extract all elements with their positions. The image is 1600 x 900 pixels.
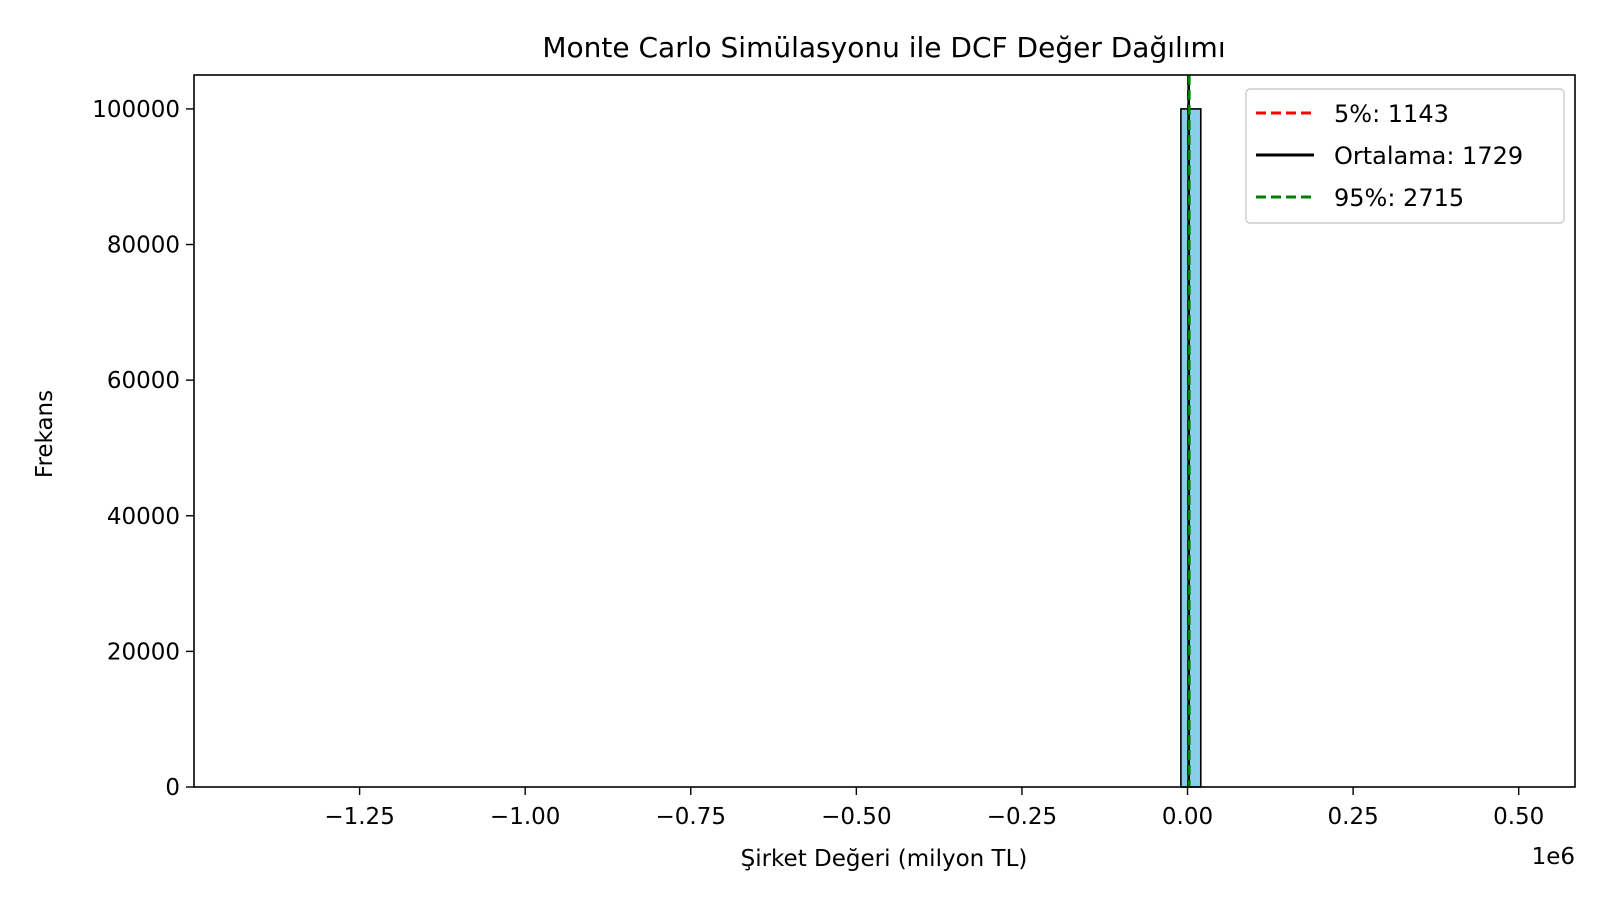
y-axis-label: Frekans [32,390,58,478]
x-tick-label-2: −0.75 [656,804,726,830]
y-tick-label-2: 40000 [107,504,180,530]
legend: 5%: 1143 Ortalama: 1729 95%: 2715 [1246,89,1564,223]
x-axis-label: Şirket Değeri (milyon TL) [741,846,1028,872]
histogram-bar-0 [1181,109,1201,787]
x-tick-label-5: 0.00 [1162,804,1213,830]
chart-title: Monte Carlo Simülasyonu ile DCF Değer Da… [542,31,1225,64]
y-tick-label-0: 0 [165,775,180,801]
x-tick-label-4: −0.25 [987,804,1057,830]
legend-label-2: 95%: 2715 [1334,184,1464,212]
x-tick-label-0: −1.25 [324,804,394,830]
x-tick-label-3: −0.50 [821,804,891,830]
y-tick-label-3: 60000 [107,368,180,394]
y-tick-label-5: 100000 [92,97,180,123]
legend-label-1: Ortalama: 1729 [1334,142,1523,170]
legend-label-0: 5%: 1143 [1334,100,1449,128]
x-tick-label-1: −1.00 [490,804,560,830]
x-tick-label-7: 0.50 [1493,804,1544,830]
histogram-bars [1181,109,1201,787]
y-tick-label-1: 20000 [107,639,180,665]
x-axis-offset-label: 1e6 [1532,844,1575,870]
reference-lines [1188,75,1189,787]
x-tick-label-6: 0.25 [1328,804,1379,830]
y-tick-label-4: 80000 [107,233,180,259]
